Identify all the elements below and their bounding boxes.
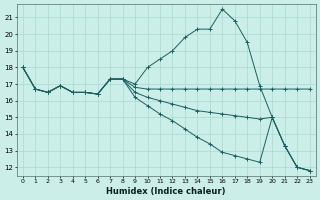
X-axis label: Humidex (Indice chaleur): Humidex (Indice chaleur) bbox=[107, 187, 226, 196]
